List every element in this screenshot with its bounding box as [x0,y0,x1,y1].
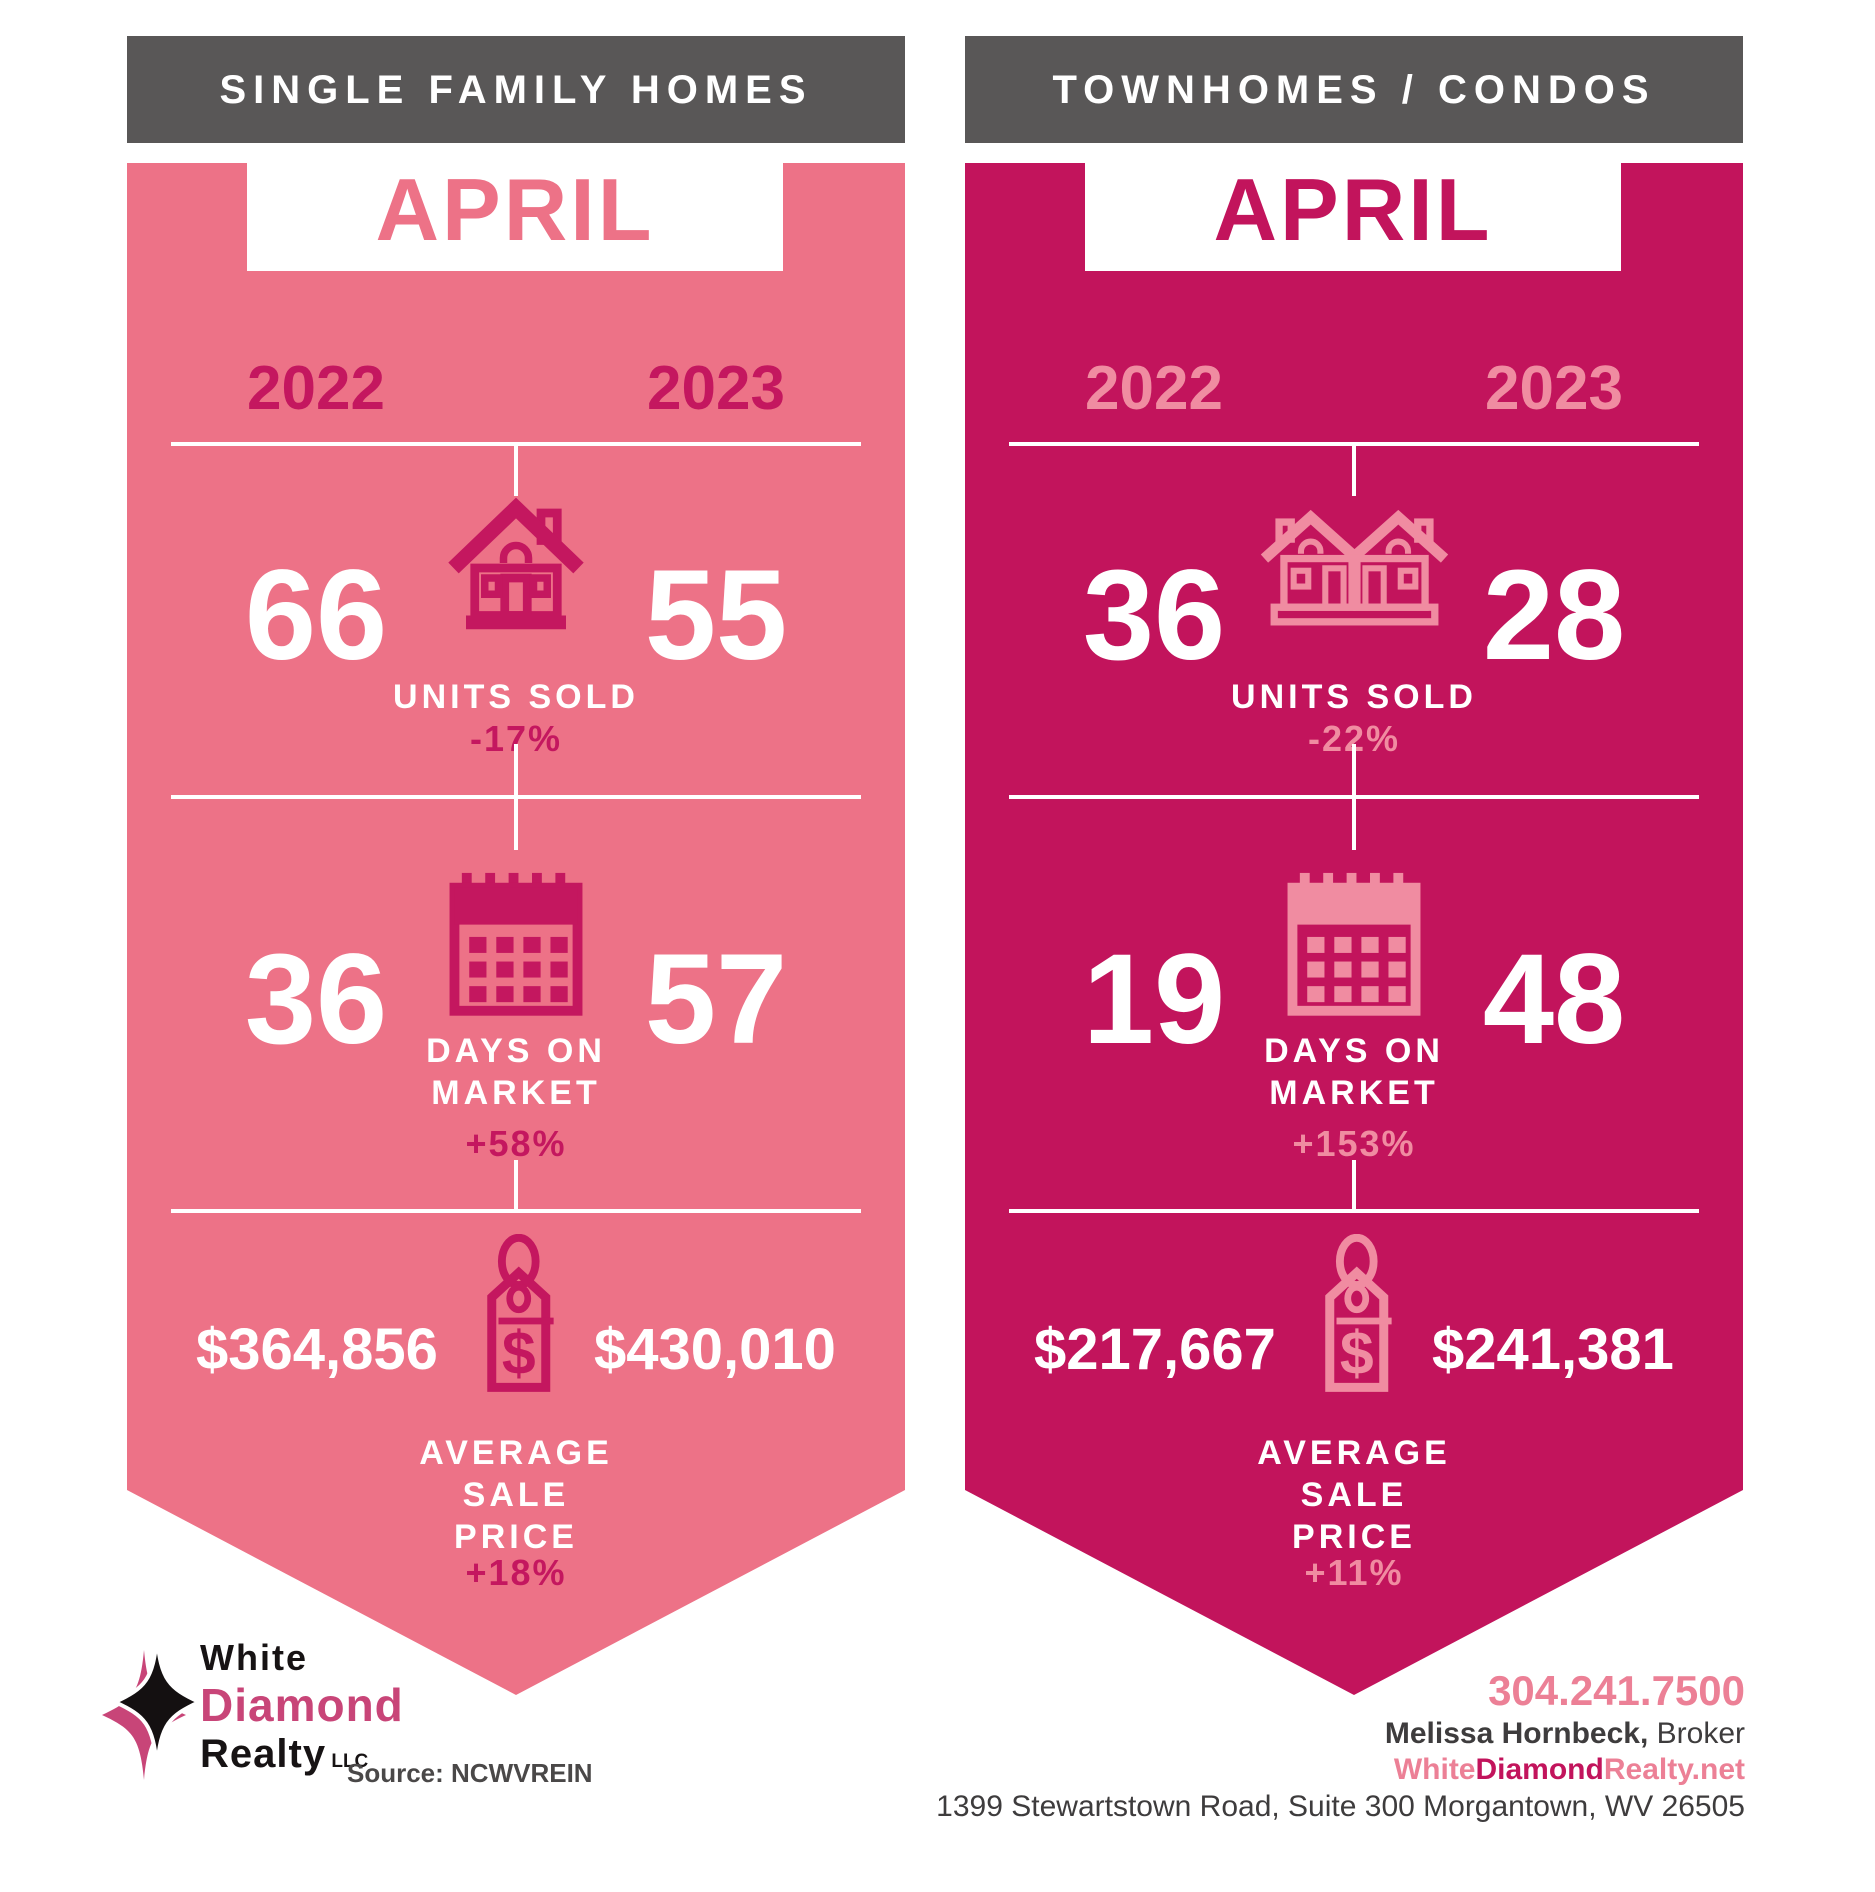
logo-line-realty: Realty LLC [200,1732,369,1776]
stat-value-2023: 48 [1482,928,1626,1071]
stat-values-row: 19 48 [965,928,1743,1071]
stat-value-2022: $217,667 [1034,1317,1276,1382]
year-right-label: 2023 [1485,354,1623,423]
logo-line-white: White [200,1637,308,1678]
stat-value-2022: 36 [1082,544,1226,687]
stat-values-row: $364,856 $430,010 [127,1308,905,1392]
stat-value-2022: 19 [1082,928,1226,1071]
logo-text: White Diamond Realty LLC [200,1637,404,1776]
pennant-banner [127,163,905,1695]
stat-label: UNITS SOLD [393,678,639,716]
divider-tick [1352,442,1356,496]
divider-tick [1352,1160,1356,1209]
year-left-label: 2022 [1085,354,1223,423]
stat-change-pct: +11% [1304,1552,1404,1593]
divider-line [171,1209,861,1213]
stat-label: AVERAGE SALE PRICE [419,1434,613,1556]
phone-number: 304.241.7500 [1488,1667,1745,1714]
website-link[interactable]: WhiteDiamondRealty.net [1393,1753,1745,1786]
divider-tick [514,1160,518,1209]
logo-llc-suffix: LLC [326,1751,369,1772]
calendar-icon [965,868,1743,1028]
divider-tick [1352,795,1356,850]
stat-label: UNITS SOLD [1231,678,1477,716]
stat-value-2023: $430,010 [594,1317,836,1382]
divider-tick [514,795,518,850]
stat-value-2022: 66 [244,544,388,687]
divider-tick [514,442,518,496]
month-title: APRIL [247,143,783,271]
panel-single-family-homes: SINGLE FAMILY HOMES APRIL 2022 2023 66 [127,36,905,1736]
stat-value-2023: 28 [1482,544,1626,687]
stat-value-2023: 57 [644,928,788,1071]
stat-label: AVERAGE SALE PRICE [1257,1434,1451,1556]
year-labels-row: 2022 2023 [965,358,1743,420]
office-address: 1399 Stewartstown Road, Suite 300 Morgan… [936,1790,1745,1823]
stat-label: DAYS ON MARKET [1264,1032,1444,1112]
stat-change-pct: +153% [1292,1123,1416,1164]
stat-values-row: 36 57 [127,928,905,1071]
house-icon [127,488,905,648]
stat-value-2022: 36 [244,928,388,1071]
divider-line [1009,1209,1699,1213]
contact-block: 304.241.7500 Melissa Hornbeck, Broker Wh… [936,1668,1745,1826]
stat-value-2023: $241,381 [1432,1317,1674,1382]
stat-value-2023: 55 [644,544,788,687]
stat-change-pct: +18% [465,1552,567,1593]
stat-value-2022: $364,856 [196,1317,438,1382]
month-title: APRIL [1085,143,1621,271]
year-left-label: 2022 [247,354,385,423]
stat-values-row: 66 55 [127,544,905,687]
stat-change-pct: +58% [465,1123,567,1164]
source-attribution: Source: NCWVREIN [347,1758,593,1788]
broker-title: Broker [1648,1717,1745,1750]
broker-line: Melissa Hornbeck, Broker [936,1716,1745,1752]
svg-text:$: $ [501,1319,535,1387]
diamond-sparkle-logo [100,1628,200,1788]
price-tag-icon: $ [127,1234,905,1429]
calendar-icon [127,868,905,1028]
svg-text:$: $ [1339,1319,1373,1387]
year-right-label: 2023 [647,354,785,423]
divider-tick [1352,744,1356,795]
panel-header: TOWNHOMES / CONDOS [965,36,1743,143]
broker-name: Melissa Hornbeck, [1384,1717,1649,1750]
panel-header: SINGLE FAMILY HOMES [127,36,905,143]
pennant-banner [965,163,1743,1695]
price-tag-icon: $ [965,1234,1743,1429]
year-labels-row: 2022 2023 [127,358,905,420]
townhouse-icon [965,488,1743,648]
stat-values-row: $217,667 $241,381 [965,1308,1743,1392]
divider-tick [514,744,518,795]
stat-label: DAYS ON MARKET [426,1032,606,1112]
stat-values-row: 36 28 [965,544,1743,687]
logo-line-diamond: Diamond [200,1679,404,1731]
panel-townhomes-condos: TOWNHOMES / CONDOS APRIL 2022 2023 [965,36,1743,1736]
